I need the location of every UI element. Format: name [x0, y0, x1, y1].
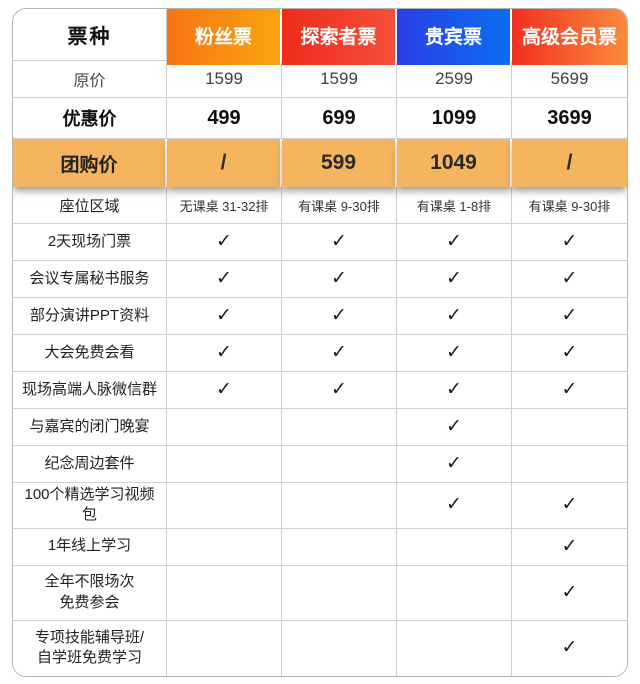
- empty-cell: [282, 446, 397, 483]
- price-cell: 1599: [282, 61, 397, 98]
- empty-cell: [282, 483, 397, 529]
- seat-area-cell: 有课桌 9-30排: [512, 187, 627, 224]
- check-icon: ✓: [282, 261, 397, 298]
- empty-cell: [397, 565, 512, 621]
- check-icon: ✓: [167, 372, 282, 409]
- column-header-explorer: 探索者票: [282, 9, 397, 65]
- row-label: 纪念周边套件: [13, 446, 167, 483]
- group-price-cell: /: [512, 139, 627, 187]
- price-cell: 1599: [167, 61, 282, 98]
- empty-cell: [167, 409, 282, 446]
- empty-cell: [397, 620, 512, 676]
- row-label: 100个精选学习视频包: [13, 483, 167, 529]
- check-icon: ✓: [397, 335, 512, 372]
- check-icon: ✓: [512, 565, 627, 621]
- price-cell: 5699: [512, 61, 627, 98]
- empty-cell: [167, 528, 282, 566]
- empty-cell: [282, 528, 397, 566]
- price-cell: 499: [167, 98, 282, 139]
- price-cell: 3699: [512, 98, 627, 139]
- empty-cell: [167, 620, 282, 676]
- check-icon: ✓: [282, 298, 397, 335]
- seat-area-cell: 无课桌 31-32排: [167, 187, 282, 224]
- check-icon: ✓: [397, 298, 512, 335]
- column-header-vip: 贵宾票: [397, 9, 512, 65]
- check-icon: ✓: [282, 335, 397, 372]
- row-label: 2天现场门票: [13, 224, 167, 261]
- row-label: 原价: [13, 61, 167, 98]
- column-header-premium: 高级会员票: [512, 9, 627, 65]
- column-header-fan: 粉丝票: [167, 9, 282, 65]
- check-icon: ✓: [167, 298, 282, 335]
- check-icon: ✓: [397, 409, 512, 446]
- empty-cell: [167, 565, 282, 621]
- check-icon: ✓: [512, 372, 627, 409]
- empty-cell: [512, 409, 627, 446]
- row-label: 全年不限场次 免费参会: [13, 565, 167, 621]
- empty-cell: [167, 446, 282, 483]
- row-label: 优惠价: [13, 98, 167, 139]
- check-icon: ✓: [167, 224, 282, 261]
- empty-cell: [512, 446, 627, 483]
- seat-area-cell: 有课桌 9-30排: [282, 187, 397, 224]
- check-icon: ✓: [397, 372, 512, 409]
- check-icon: ✓: [512, 224, 627, 261]
- group-price-cell: /: [167, 139, 282, 187]
- check-icon: ✓: [512, 261, 627, 298]
- empty-cell: [397, 528, 512, 566]
- check-icon: ✓: [512, 620, 627, 676]
- price-cell: 1099: [397, 98, 512, 139]
- empty-cell: [282, 565, 397, 621]
- row-label: 1年线上学习: [13, 528, 167, 566]
- check-icon: ✓: [167, 261, 282, 298]
- group-price-label: 团购价: [13, 139, 167, 187]
- row-label: 部分演讲PPT资料: [13, 298, 167, 335]
- empty-cell: [282, 409, 397, 446]
- price-cell: 699: [282, 98, 397, 139]
- seat-area-cell: 有课桌 1-8排: [397, 187, 512, 224]
- check-icon: ✓: [282, 372, 397, 409]
- row-label: 现场高端人脉微信群: [13, 372, 167, 409]
- check-icon: ✓: [397, 261, 512, 298]
- group-price-cell: 599: [282, 139, 397, 187]
- row-label: 大会免费会看: [13, 335, 167, 372]
- check-icon: ✓: [512, 483, 627, 529]
- empty-cell: [282, 620, 397, 676]
- check-icon: ✓: [397, 446, 512, 483]
- ticket-pricing-table: 票种 粉丝票 探索者票 贵宾票 高级会员票 原价 1599 1599 2599 5699 优惠价 49…: [12, 8, 628, 677]
- table-corner-header: 票种: [13, 9, 167, 61]
- check-icon: ✓: [167, 335, 282, 372]
- check-icon: ✓: [512, 528, 627, 566]
- check-icon: ✓: [397, 483, 512, 529]
- check-icon: ✓: [282, 224, 397, 261]
- check-icon: ✓: [512, 298, 627, 335]
- group-price-cell: 1049: [397, 139, 512, 187]
- row-label: 与嘉宾的闭门晚宴: [13, 409, 167, 446]
- row-label: 座位区域: [13, 187, 167, 224]
- row-label: 专项技能辅导班/ 自学班免费学习: [13, 620, 167, 676]
- empty-cell: [167, 483, 282, 529]
- row-label: 会议专属秘书服务: [13, 261, 167, 298]
- check-icon: ✓: [397, 224, 512, 261]
- price-cell: 2599: [397, 61, 512, 98]
- check-icon: ✓: [512, 335, 627, 372]
